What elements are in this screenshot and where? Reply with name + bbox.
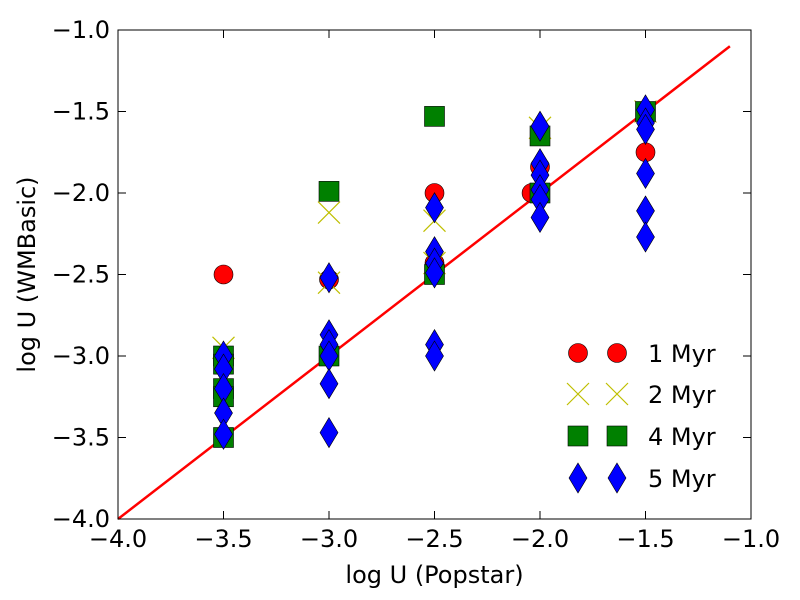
x-tick-label: −2.5 bbox=[405, 525, 463, 553]
x-tick-label: −3.0 bbox=[300, 525, 358, 553]
y-tick-label: −2.5 bbox=[52, 261, 110, 289]
data-point-5-myr bbox=[425, 192, 444, 224]
data-point-5-myr bbox=[425, 257, 444, 289]
y-axis-label: log U (WMBasic) bbox=[13, 176, 41, 372]
y-tick-label: −4.0 bbox=[52, 505, 110, 533]
data-point-5-myr bbox=[530, 201, 550, 234]
data-point-5-myr bbox=[214, 418, 233, 450]
data-point-5-myr bbox=[530, 110, 550, 142]
legend-marker-4-myr bbox=[606, 425, 628, 447]
legend-marker-4-myr bbox=[567, 425, 589, 447]
legend-marker-2-myr bbox=[605, 382, 629, 406]
legend-marker-2-myr bbox=[566, 382, 590, 406]
y-tick-label: −3.5 bbox=[52, 424, 110, 452]
x-tick-label: −1.5 bbox=[616, 525, 674, 553]
tick-labels: −4.0 −3.5 −3.0 −2.5 −2.0 −1.5 −1.0 −4.0 −3.5 −3.0… bbox=[52, 16, 780, 553]
plot-frame bbox=[117, 29, 752, 520]
x-axis-label: log U (Popstar) bbox=[345, 561, 523, 589]
legend-marker-1-myr bbox=[607, 343, 627, 363]
y-tick-label: −3.0 bbox=[52, 342, 110, 370]
plot-area bbox=[117, 45, 731, 520]
legend-marker-5-myr bbox=[607, 462, 627, 494]
x-tick-label: −2.0 bbox=[511, 525, 569, 553]
data-point-5-myr bbox=[319, 262, 339, 294]
legend: 1 Myr 2 Myr 4 Myr 5 Myr bbox=[566, 340, 716, 494]
data-point-4-myr bbox=[424, 106, 445, 127]
data-point-2-myr bbox=[317, 201, 341, 224]
data-point-5-myr bbox=[425, 340, 444, 372]
x-tick-label: −1.0 bbox=[722, 525, 780, 553]
legend-label-5-myr: 5 Myr bbox=[648, 465, 716, 493]
x-tick-label: −3.5 bbox=[194, 525, 252, 553]
legend-label-4-myr: 4 Myr bbox=[648, 423, 716, 451]
data-point-5-myr bbox=[636, 221, 655, 253]
legend-label-1-myr: 1 Myr bbox=[648, 340, 716, 368]
data-point-4-myr bbox=[318, 181, 340, 202]
data-point-5-myr bbox=[636, 113, 655, 146]
y-tick-label: −1.5 bbox=[52, 98, 110, 126]
y-tick-label: −2.0 bbox=[52, 179, 110, 207]
data-point-5-myr bbox=[319, 417, 339, 449]
data-point-5-myr bbox=[319, 368, 339, 400]
data-point-5-myr bbox=[636, 157, 655, 190]
legend-marker-1-myr bbox=[568, 343, 588, 363]
legend-marker-5-myr bbox=[568, 462, 588, 494]
data-point-1-myr bbox=[213, 264, 234, 285]
y-tick-label: −1.0 bbox=[52, 16, 110, 44]
legend-label-2-myr: 2 Myr bbox=[648, 381, 716, 409]
x-tick-label: −4.0 bbox=[89, 525, 147, 553]
